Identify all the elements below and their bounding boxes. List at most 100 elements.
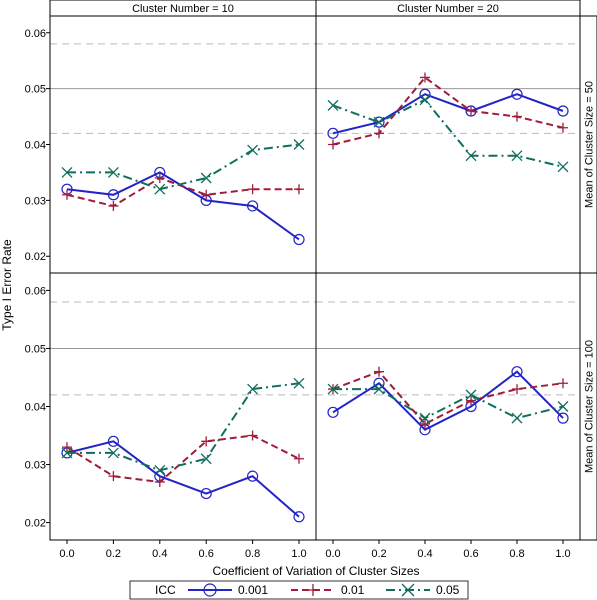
data-point <box>511 412 523 424</box>
data-point <box>108 471 119 482</box>
row-strip-label: Mean of Cluster Size = 50 <box>584 81 596 208</box>
data-point <box>154 183 166 195</box>
panel-frame <box>315 15 581 274</box>
data-point <box>558 378 568 389</box>
data-point <box>327 383 339 395</box>
x-axis-title: Coefficient of Variation of Cluster Size… <box>213 564 420 578</box>
x-tick-label: 0.0 <box>59 548 74 560</box>
x-tick-label: 0.2 <box>106 548 121 560</box>
series-0.01 <box>62 173 304 211</box>
data-point <box>327 99 339 111</box>
y-tick-label: 0.05 <box>25 84 46 96</box>
y-tick-label: 0.04 <box>25 402 46 414</box>
column-strip-label: Cluster Number = 10 <box>132 3 234 15</box>
x-tick-label: 0.4 <box>417 548 432 560</box>
data-point <box>327 127 339 139</box>
legend-swatch-marker <box>401 583 415 597</box>
series-0.01 <box>62 430 304 487</box>
data-point <box>201 189 212 200</box>
legend-item: 0.01 <box>291 583 365 597</box>
legend-item: 0.05 <box>386 583 460 597</box>
data-point <box>512 111 522 122</box>
data-point <box>61 166 73 178</box>
series-0.001 <box>327 88 569 139</box>
y-tick-label: 0.04 <box>25 140 46 152</box>
y-tick-label: 0.06 <box>25 285 46 297</box>
x-tick-label: 1.0 <box>291 548 306 560</box>
series-0.05 <box>327 94 569 173</box>
data-point <box>328 139 338 150</box>
panel-frame <box>49 15 317 274</box>
data-point <box>247 470 259 482</box>
x-tick-label: 0.2 <box>371 548 386 560</box>
data-point <box>107 447 119 459</box>
data-point <box>200 172 212 184</box>
data-point <box>293 139 305 150</box>
y-tick-label: 0.02 <box>25 518 46 530</box>
panel-frame <box>315 272 581 541</box>
series-line <box>67 382 300 472</box>
data-point <box>61 447 73 459</box>
y-tick-label: 0.03 <box>25 460 46 472</box>
data-point <box>107 435 120 447</box>
column-strip-label: Cluster Number = 20 <box>397 3 499 15</box>
y-tick-label: 0.05 <box>25 343 46 355</box>
data-point <box>466 105 476 116</box>
data-point <box>373 116 385 128</box>
legend-frame <box>129 580 469 600</box>
series-0.05 <box>61 139 305 195</box>
data-point <box>247 383 259 395</box>
y-tick-label: 0.03 <box>25 195 46 207</box>
data-point <box>557 105 569 117</box>
series-line <box>66 440 300 518</box>
series-line <box>67 143 300 191</box>
data-point <box>200 453 212 465</box>
series-line <box>332 370 564 431</box>
legend: ICC 0.001 0.01 0.05 <box>129 580 469 600</box>
data-point <box>557 401 569 412</box>
data-point <box>154 173 165 184</box>
data-point <box>293 233 305 246</box>
data-point <box>557 412 569 424</box>
x-tick-label: 0.6 <box>463 548 478 560</box>
data-point <box>107 166 119 178</box>
legend-title: ICC <box>155 583 176 597</box>
data-point <box>420 72 430 83</box>
x-tick-label: 0.8 <box>509 548 524 560</box>
data-point <box>107 189 120 201</box>
data-point <box>247 430 258 441</box>
legend-label: 0.01 <box>341 583 365 597</box>
data-point <box>293 511 305 523</box>
y-tick-label: 0.06 <box>25 28 46 40</box>
y-axis-title: Type I Error Rate <box>0 239 14 331</box>
data-point <box>373 383 385 395</box>
data-point <box>511 366 523 378</box>
series-0.001 <box>61 166 305 246</box>
legend-item: 0.001 <box>188 583 268 597</box>
series-line <box>66 176 299 208</box>
data-point <box>419 94 431 106</box>
data-point <box>374 128 384 139</box>
legend-label: 0.05 <box>436 583 460 597</box>
data-point <box>154 476 165 487</box>
series-0.01 <box>328 366 568 429</box>
x-tick-label: 0.4 <box>152 548 167 560</box>
data-point <box>511 150 523 162</box>
series-line <box>332 76 564 146</box>
data-point <box>373 116 385 128</box>
data-point <box>62 442 72 453</box>
data-point <box>420 418 430 429</box>
data-point <box>466 395 476 406</box>
data-point <box>200 487 212 500</box>
data-point <box>247 184 258 195</box>
data-point <box>327 406 339 418</box>
legend-label: 0.001 <box>238 583 268 597</box>
data-point <box>558 122 568 133</box>
series-0.05 <box>61 377 305 476</box>
row-strip-label: Mean of Cluster Size = 100 <box>584 340 596 473</box>
data-point <box>247 200 259 212</box>
data-point <box>293 377 305 389</box>
data-point <box>512 384 522 395</box>
legend-swatch-marker <box>307 584 319 596</box>
